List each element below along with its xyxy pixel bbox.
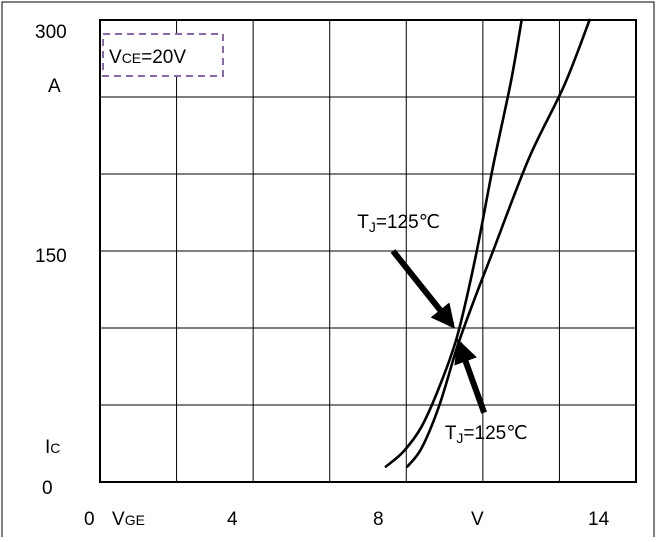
x-tick-label-0: 0: [84, 509, 95, 530]
condition-main: V: [109, 47, 122, 68]
annotation-label-2: TJ=125℃: [445, 423, 528, 446]
annotation-arrow-2: [454, 338, 487, 414]
series-line-2: [406, 18, 591, 468]
y-tick-label-0: 0: [42, 478, 53, 499]
annotation-label-rest: =125℃: [463, 423, 527, 444]
annotation-label-main: T: [357, 212, 369, 233]
y-axis-label-sub: C: [50, 440, 60, 456]
series-line-1: [384, 18, 523, 468]
x-tick-label-4: 4: [227, 509, 238, 530]
series-group: [384, 18, 591, 468]
y-tick-labels: 300 150 0: [35, 22, 67, 499]
annotation-label-rest: =125℃: [376, 212, 440, 233]
x-tick-labels: 0 4 8 14: [84, 509, 610, 530]
condition-box: [102, 33, 224, 77]
annotation-label-sub: J: [369, 219, 376, 235]
y-axis-label: IC: [45, 437, 60, 458]
x-tick-label-14: 14: [588, 509, 610, 530]
x-axis-label-sub: GE: [125, 512, 145, 528]
condition-label: VCE=20V: [109, 47, 186, 68]
annotation-arrow-1: [390, 249, 455, 329]
annotations: TJ=125℃TJ=125℃: [357, 212, 527, 446]
y-tick-label-300: 300: [35, 22, 67, 43]
annotation-label-1: TJ=125℃: [357, 212, 440, 235]
annotation-label-sub: J: [456, 430, 463, 446]
grid: [100, 20, 636, 482]
x-unit-label: V: [471, 509, 484, 530]
annotation-label-main: T: [445, 423, 457, 444]
y-unit-label: A: [48, 76, 61, 97]
x-tick-label-8: 8: [373, 509, 384, 530]
plot-area-border: [99, 19, 637, 483]
condition-rest: =20V: [141, 47, 186, 68]
x-axis-label: VGE: [112, 509, 145, 530]
x-axis-label-main: V: [112, 509, 125, 530]
condition-sub: CE: [122, 50, 141, 66]
y-tick-label-150: 150: [35, 246, 67, 267]
y-axis-label-main: I: [45, 437, 50, 458]
